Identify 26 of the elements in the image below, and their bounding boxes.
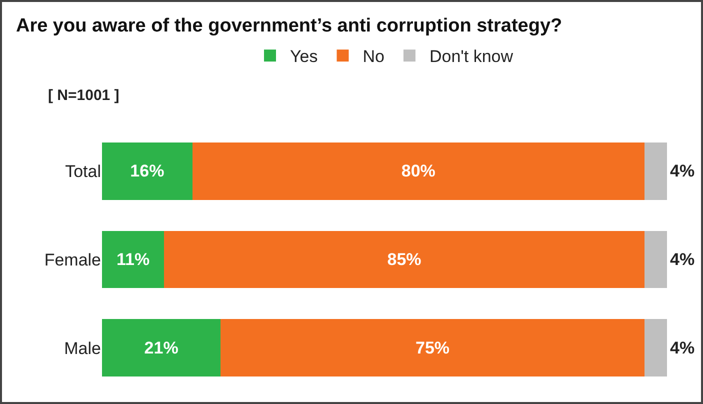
data-label: 4%	[670, 162, 695, 181]
data-label: 4%	[670, 250, 695, 269]
legend-label: Yes	[290, 47, 318, 66]
data-label: 21%	[144, 338, 178, 358]
data-label: 4%	[670, 338, 695, 358]
bar	[102, 230, 164, 288]
legend-label: Don't know	[429, 47, 514, 66]
chart-title: Are you aware of the government’s anti corruption strategy?	[16, 15, 562, 36]
bar	[644, 319, 667, 377]
bar	[164, 230, 644, 288]
y-tick-label: Total	[65, 162, 101, 182]
text: [ N=1001 ]	[48, 87, 120, 104]
data-label: 11%	[116, 250, 150, 269]
bar	[220, 319, 644, 377]
y-tick-label: Male	[64, 338, 101, 358]
y-tick-label: Female	[44, 250, 101, 270]
bar	[102, 319, 221, 377]
data-label: 85%	[387, 250, 422, 269]
bar	[192, 142, 644, 200]
data-label: 80%	[401, 162, 436, 181]
bar	[644, 230, 667, 288]
bar	[102, 142, 192, 200]
data-label: 16%	[130, 162, 164, 181]
legend-label: No	[362, 47, 384, 66]
data-label: 75%	[416, 338, 450, 358]
bar	[644, 142, 667, 200]
